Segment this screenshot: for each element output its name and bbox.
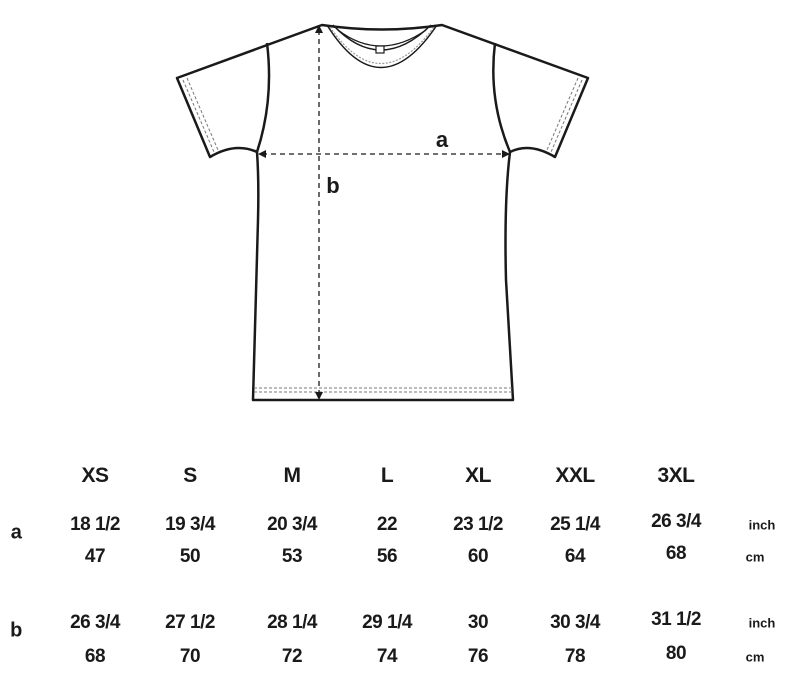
cm-value: 68 xyxy=(665,543,687,564)
inch-value: 31 1/2 xyxy=(651,609,701,630)
inch-value: 30 3/4 xyxy=(550,612,600,633)
inch-value: 19 3/4 xyxy=(165,514,215,535)
cm-value: 80 xyxy=(665,643,687,664)
cm-value: 70 xyxy=(179,646,201,667)
arrowheads xyxy=(258,25,510,400)
inch-value: 22 xyxy=(376,514,398,535)
right-sleeve-seam xyxy=(492,42,512,153)
row-label: b xyxy=(10,619,22,642)
stitching xyxy=(182,77,583,393)
inch-value: 27 1/2 xyxy=(165,612,215,633)
size-header: XXL xyxy=(555,464,595,487)
size-header: L xyxy=(380,464,394,487)
cm-value: 76 xyxy=(467,646,489,667)
shirt-outline xyxy=(175,23,590,402)
left-sleeve-seam xyxy=(255,42,271,153)
inch-value: 29 1/4 xyxy=(362,612,412,633)
inch-value: 20 3/4 xyxy=(267,514,317,535)
collar xyxy=(326,24,438,69)
cm-value: 60 xyxy=(467,546,489,567)
size-header: M xyxy=(283,464,302,487)
cm-value: 53 xyxy=(281,546,303,567)
row-label: a xyxy=(10,521,22,544)
inch-value: 25 1/4 xyxy=(550,514,600,535)
inch-value: 23 1/2 xyxy=(453,514,503,535)
cm-value: 72 xyxy=(281,646,303,667)
measure-label-a: a xyxy=(435,127,449,152)
measure-label-b: b xyxy=(326,173,340,198)
unit-inch: inch xyxy=(748,615,776,631)
inch-value: 26 3/4 xyxy=(651,511,701,532)
cm-value: 74 xyxy=(376,646,398,667)
size-header: XS xyxy=(81,464,109,487)
unit-inch: inch xyxy=(748,517,776,533)
cm-value: 56 xyxy=(376,546,398,567)
inch-value: 26 3/4 xyxy=(70,612,120,633)
tshirt-diagram xyxy=(175,23,590,402)
cm-value: 50 xyxy=(179,546,201,567)
inch-value: 30 xyxy=(467,612,489,633)
measure-lines xyxy=(262,30,506,395)
cm-value: 47 xyxy=(84,546,106,567)
cm-value: 78 xyxy=(564,646,586,667)
size-header: XL xyxy=(465,464,491,487)
inch-value: 28 1/4 xyxy=(267,612,317,633)
unit-cm: cm xyxy=(745,649,765,665)
size-header: S xyxy=(183,464,197,487)
cm-value: 68 xyxy=(84,646,106,667)
inch-value: 18 1/2 xyxy=(70,514,120,535)
unit-cm: cm xyxy=(745,549,765,565)
cm-value: 64 xyxy=(564,546,586,567)
size-header: 3XL xyxy=(657,464,695,487)
